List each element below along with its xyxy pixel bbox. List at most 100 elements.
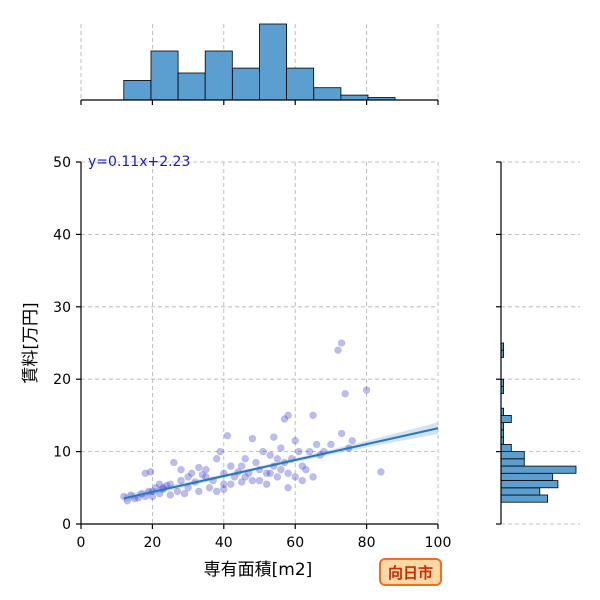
scatter-point [255,476,264,485]
y-tick-label: 40 [53,227,71,243]
x-histogram-bar [340,94,369,101]
scatter-point [337,429,346,438]
scatter-point [298,462,307,470]
scatter-point [170,458,178,467]
y-histogram-bar [500,472,554,481]
scatter-point [337,339,346,347]
y-tick-label: 0 [62,517,71,533]
scatter-point [220,485,228,494]
y-tick-label: 50 [53,155,71,171]
scatter-point [202,465,210,474]
scatter-point [291,473,300,481]
scatter-point [291,436,300,445]
x-histogram-bar [177,72,206,101]
y-histogram-bar [500,480,559,489]
y-tick-label: 10 [53,445,71,461]
x-tick-label: 80 [358,535,376,551]
x-histogram-bar [204,50,233,101]
scatter-point [309,473,317,481]
x-tick-label: 0 [77,535,86,551]
scatter-point [148,492,157,501]
scatter-point [273,454,282,463]
y-histogram-bar [500,494,548,503]
y-axis-title: 賃料[万円] [21,302,41,383]
scatter-point [237,478,246,486]
regression-equation-label: y=0.11x+2.23 [88,154,190,170]
ticks-layer: 0 20 40 60 80 100 0 10 20 30 40 50 [53,100,501,551]
x-histogram-bar [150,50,179,101]
y-histogram-bar [500,414,512,423]
scatter-point [195,487,203,496]
confidence-band [123,422,439,503]
scatter-point [173,487,182,496]
scatter-point [241,473,249,481]
y-histogram-bar [500,451,525,460]
scatter-point [187,469,196,478]
scatter-point [305,447,314,456]
x-tick-label: 60 [286,535,304,551]
scatter-point [327,440,335,449]
y-histogram-bar [500,458,525,467]
scatter-point [177,465,185,474]
regression-line-layer [123,427,439,500]
axes-layer [80,99,502,525]
scatter-point [227,480,235,489]
scatter-point [284,411,292,420]
scatter-point [237,462,246,470]
scatter-point [309,411,317,420]
region-badge-text: 向日市 [388,564,433,582]
scatter-point [205,483,214,492]
x-tick-label: 100 [425,535,452,551]
scatter-point [212,454,221,463]
x-axis-title: 専有面積[m2] [204,560,313,580]
region-badge: 向日市 [379,558,442,586]
x-histogram-bar [123,80,152,101]
scatter-point [227,462,235,470]
scatter-point [298,476,307,485]
y-histogram-bar [500,487,541,496]
scatter-point [277,444,285,452]
confidence-band-layer [123,422,439,503]
scatter-point [146,468,155,476]
scatter-point [266,469,275,478]
scatter-point [180,489,189,498]
region-badge-box [379,558,442,586]
scatter-point [273,473,282,481]
scatter-point [284,469,292,478]
scatter-point [212,487,221,496]
scatter-point [259,447,267,456]
scatter-point [198,470,207,479]
scatter-point [141,469,150,478]
y-tick-label: 30 [53,300,71,316]
scatter-point [277,465,285,474]
scatter-point [223,431,232,440]
scatter-point [280,415,289,423]
scatter-point [177,476,185,485]
scatter-point [312,440,321,449]
scatter-point [166,491,175,499]
scatter-point [262,480,271,489]
scatter-point [216,447,224,456]
scatter-point [248,476,257,485]
scatter-point [362,386,371,394]
x-histogram-bar [231,67,260,101]
x-tick-label: 20 [143,535,161,551]
scatter-point [155,480,164,489]
scatter-point [348,436,357,445]
scatter-point [341,389,350,398]
scatter-point [184,473,192,481]
x-tick-label: 40 [215,535,233,551]
scatter-point [284,483,292,492]
scatter-point [262,469,271,478]
x-histogram-bar [286,67,315,101]
scatter-point [377,468,385,476]
scatter-point [294,447,303,456]
x-histogram-layer [123,23,396,101]
scatter-point [269,433,278,441]
scatter-point [195,463,203,472]
scatter-point [241,454,249,463]
regression-line [123,427,439,500]
scatter-point [220,480,228,489]
x-histogram-bar [259,23,288,101]
